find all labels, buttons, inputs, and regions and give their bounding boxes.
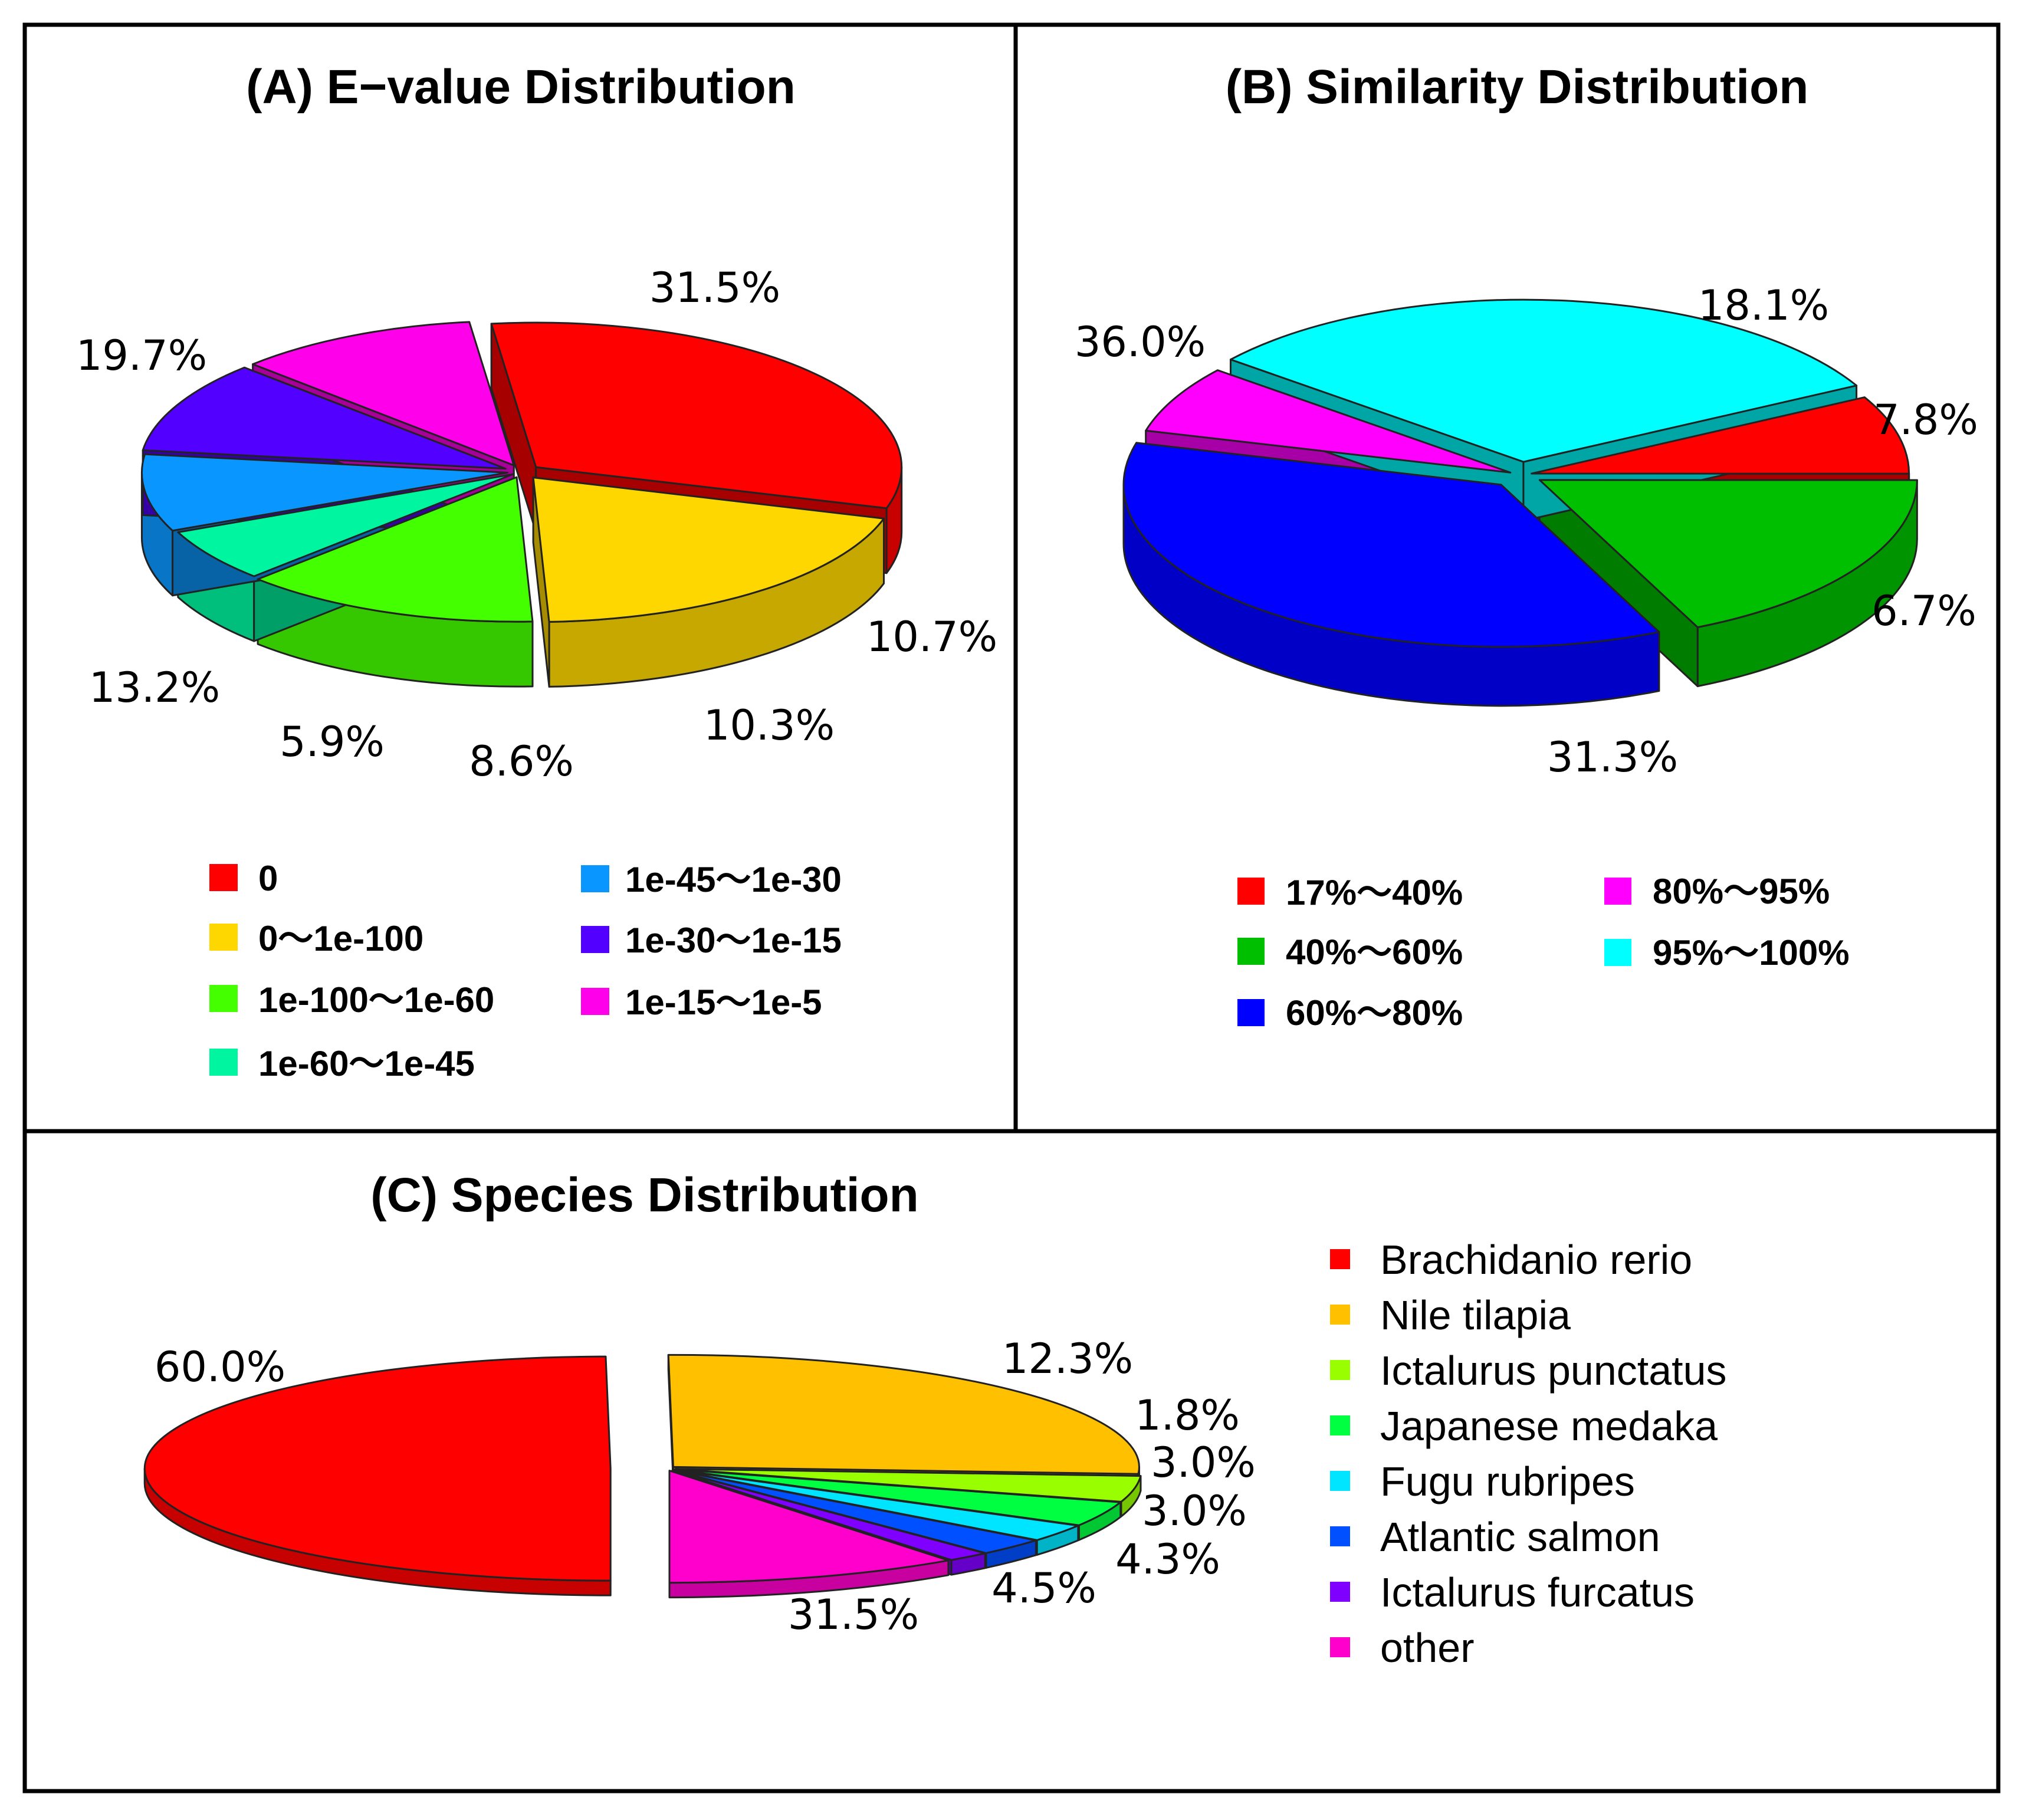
pie-a-slice-3	[177, 473, 514, 577]
legend-c-label-4: Fugu rubripes	[1380, 1458, 1635, 1504]
legend-a-swatch-0	[209, 864, 238, 891]
legend-b-label-1: 40%～60%	[1286, 932, 1463, 972]
legend-c-swatch-6	[1330, 1582, 1350, 1602]
legend-b-swatch-3	[1604, 878, 1631, 905]
pie-b-slice-0	[1531, 396, 1910, 475]
pie-b-slice-3	[1145, 369, 1512, 474]
legend-b-label-0: 17%～40%	[1286, 873, 1463, 912]
panel-b-title: (B) Similarity Distribution	[1226, 60, 1809, 114]
legend-a-label-0: 0	[258, 859, 278, 898]
legend-c: Brachidanio rerio Nile tilapia Ictalurus…	[1330, 1237, 1727, 1671]
pie-b-slice-2	[1122, 442, 1660, 648]
panel-b: (B) Similarity Distribution 7.8% 18.1% 3…	[1075, 60, 1978, 1033]
legend-c-label-0: Brachidanio rerio	[1380, 1237, 1692, 1283]
pie-a-label-2: 13.2%	[89, 663, 220, 712]
pie-b-label-2: 36.0%	[1075, 318, 1206, 366]
legend-a-label-6: 1e-15～1e-5	[625, 983, 822, 1022]
pie-b-slice-1	[1538, 479, 1918, 629]
legend-c-label-1: Nile tilapia	[1380, 1292, 1571, 1338]
pie-c	[143, 1353, 1142, 1599]
pie-c-label-4: 3.0%	[1142, 1487, 1247, 1535]
pie-c-slice-1	[667, 1353, 1140, 1475]
pie-a-slice-5	[142, 366, 507, 470]
pie-c-labels: 60.0% 31.5% 4.5% 4.3% 3.0% 3.0% 1.8% 12.…	[155, 1335, 1256, 1639]
pie-c-slice-5	[672, 1469, 1037, 1554]
legend-c-label-5: Atlantic salmon	[1380, 1514, 1660, 1560]
pie-c-slice-0	[143, 1355, 612, 1582]
legend-a-swatch-6	[581, 988, 609, 1015]
pie-a-labels: 31.5% 19.7% 13.2% 5.9% 8.6% 10.3% 10.7%	[76, 264, 997, 786]
legend-a-label-3: 1e-60～1e-45	[258, 1044, 475, 1083]
legend-c-swatch-2	[1330, 1360, 1350, 1380]
pie-a-slice-4	[140, 453, 508, 532]
pie-c-label-0: 60.0%	[155, 1343, 285, 1391]
pie-c-slice-4	[673, 1469, 1079, 1541]
legend-c-swatch-0	[1330, 1249, 1350, 1269]
panel-a: (A) E−value Distribution 31.5% 19.7% 13.…	[76, 60, 997, 1083]
pie-a-label-3: 5.9%	[280, 718, 385, 766]
figure-border	[22, 22, 2001, 1793]
pie-b-label-0: 7.8%	[1873, 396, 1978, 444]
pie-b-label-3: 6.7%	[1871, 587, 1976, 635]
pie-c-label-6: 1.8%	[1135, 1391, 1240, 1440]
legend-b-swatch-2	[1237, 999, 1265, 1026]
legend-a-label-1: 0～1e-100	[258, 919, 423, 958]
legend-a-label-5: 1e-30～1e-15	[625, 921, 842, 960]
pie-a-label-5: 10.3%	[704, 701, 835, 750]
legend-b-label-4: 95%～100%	[1653, 933, 1850, 973]
legend-a-swatch-4	[581, 865, 609, 892]
legend-b-swatch-4	[1604, 939, 1631, 966]
pie-c-label-3: 4.3%	[1115, 1535, 1220, 1584]
pie-a	[140, 321, 903, 688]
pie-a-slice-6	[252, 321, 515, 467]
legend-b-label-3: 80%～95%	[1653, 872, 1830, 911]
pie-c-label-7: 12.3%	[1002, 1335, 1133, 1383]
pie-c-label-2: 4.5%	[991, 1564, 1096, 1612]
legend-c-swatch-4	[1330, 1471, 1350, 1491]
legend-c-label-3: Japanese medaka	[1380, 1403, 1718, 1449]
pie-a-label-6: 10.7%	[866, 613, 997, 661]
legend-b: 17%～40% 40%～60% 60%～80% 80%～95% 95%～100%	[1237, 872, 1850, 1033]
legend-c-swatch-7	[1330, 1637, 1350, 1657]
pie-b-label-1: 18.1%	[1698, 281, 1829, 330]
pie-b-slice-4	[1229, 298, 1858, 463]
panel-a-title: (A) E−value Distribution	[246, 60, 796, 114]
pie-a-slice-2	[257, 476, 534, 623]
legend-c-label-2: Ictalurus punctatus	[1380, 1348, 1727, 1394]
legend-c-swatch-5	[1330, 1526, 1350, 1546]
pie-b-labels: 7.8% 18.1% 36.0% 6.7% 31.3%	[1075, 281, 1978, 781]
legend-a-swatch-2	[209, 985, 238, 1012]
pie-a-slice-0	[490, 321, 903, 510]
pie-a-label-1: 19.7%	[76, 331, 207, 380]
legend-b-swatch-0	[1237, 878, 1265, 905]
pie-c-label-5: 3.0%	[1151, 1438, 1256, 1487]
legend-a-swatch-3	[209, 1049, 238, 1076]
pie-a-slice-1	[532, 477, 885, 623]
pie-c-slice-7	[668, 1470, 950, 1584]
pie-c-slice-6	[671, 1469, 986, 1561]
pie-a-label-4: 8.6%	[469, 737, 574, 786]
legend-a-swatch-5	[581, 926, 609, 953]
legend-a-swatch-1	[209, 924, 238, 951]
legend-c-label-6: Ictalurus furcatus	[1380, 1569, 1695, 1615]
pie-c-label-1: 31.5%	[788, 1591, 919, 1639]
pie-b-label-4: 31.3%	[1547, 733, 1678, 781]
panel-c: (C) Species Distribution 60.0% 31.5% 4.5…	[143, 1168, 1727, 1671]
pie-b	[1122, 298, 1918, 707]
legend-c-swatch-1	[1330, 1305, 1350, 1325]
pie-a-label-0: 31.5%	[649, 264, 780, 312]
legend-a-label-4: 1e-45～1e-30	[625, 860, 842, 899]
legend-b-swatch-1	[1237, 938, 1265, 965]
legend-a: 0 0～1e-100 1e-100～1e-60 1e-60～1e-45 1e-4…	[209, 859, 842, 1083]
legend-c-label-7: other	[1380, 1625, 1475, 1671]
legend-c-swatch-3	[1330, 1415, 1350, 1435]
pie-c-slice-3	[674, 1469, 1122, 1526]
legend-a-label-2: 1e-100～1e-60	[258, 980, 494, 1020]
legend-b-label-2: 60%～80%	[1286, 993, 1463, 1033]
panel-c-title: (C) Species Distribution	[370, 1168, 918, 1222]
